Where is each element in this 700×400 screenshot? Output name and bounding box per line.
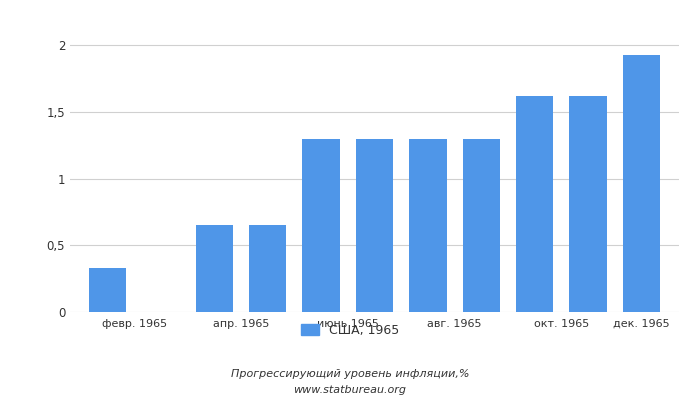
- Bar: [570, 96, 607, 312]
- Bar: [89, 268, 126, 312]
- Bar: [302, 139, 340, 312]
- Bar: [356, 139, 393, 312]
- Bar: [516, 96, 554, 312]
- Bar: [623, 55, 660, 312]
- Bar: [463, 139, 500, 312]
- Bar: [249, 225, 286, 312]
- Bar: [410, 139, 447, 312]
- Legend: США, 1965: США, 1965: [295, 319, 405, 342]
- Bar: [195, 225, 233, 312]
- Text: www.statbureau.org: www.statbureau.org: [293, 385, 407, 395]
- Text: Прогрессирующий уровень инфляции,%: Прогрессирующий уровень инфляции,%: [231, 369, 469, 379]
